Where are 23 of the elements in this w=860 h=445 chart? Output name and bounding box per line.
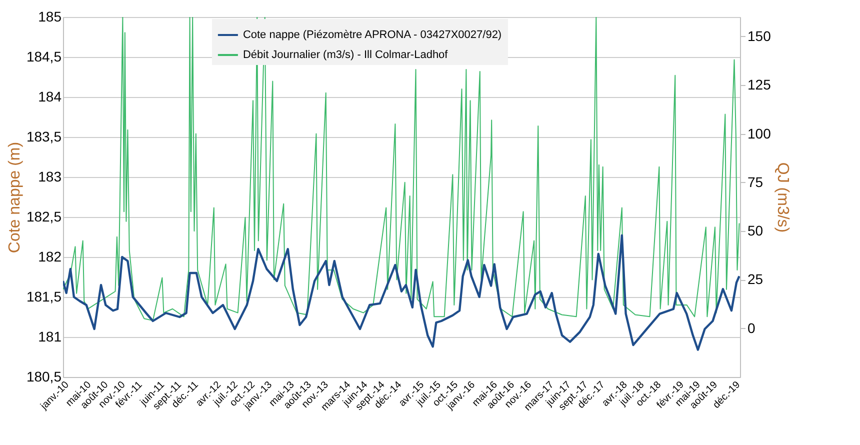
legend-label: Cote nappe (Piézomètre APRONA - 03427X0027/92)	[242, 29, 502, 41]
y2-tick-label: 150	[748, 28, 772, 44]
y2-tick-label: 50	[748, 222, 764, 239]
y-tick-label: 183,5	[26, 128, 62, 144]
y-tick-label: 181	[38, 328, 62, 344]
y-tick-label: 182,5	[26, 208, 62, 224]
y-tick-label: 185	[38, 8, 62, 24]
legend-label: Débit Journalier (m3/s) - Ill Colmar-Ladhof	[242, 49, 449, 61]
y2-tick-label: 75	[748, 174, 764, 190]
y-tick-label: 181,5	[26, 288, 62, 304]
y2-tick-label: 125	[748, 76, 772, 93]
y-tick-label: 184	[38, 88, 62, 104]
y2-tick-label: 0	[748, 320, 756, 336]
y-tick-label: 184,5	[26, 48, 62, 64]
line-series	[63, 234, 740, 351]
y2-axis-title: QJ (m3/s)	[774, 162, 791, 233]
line-series	[63, 17, 740, 322]
y-tick-label: 182	[38, 248, 62, 264]
y-tick-label: 180,5	[26, 368, 62, 384]
y-axis-title: Cote nappe (m)	[6, 142, 24, 254]
y2-tick-label: 100	[748, 125, 772, 142]
y-tick-label: 183	[38, 168, 62, 184]
y2-tick-label: 25	[748, 271, 764, 288]
